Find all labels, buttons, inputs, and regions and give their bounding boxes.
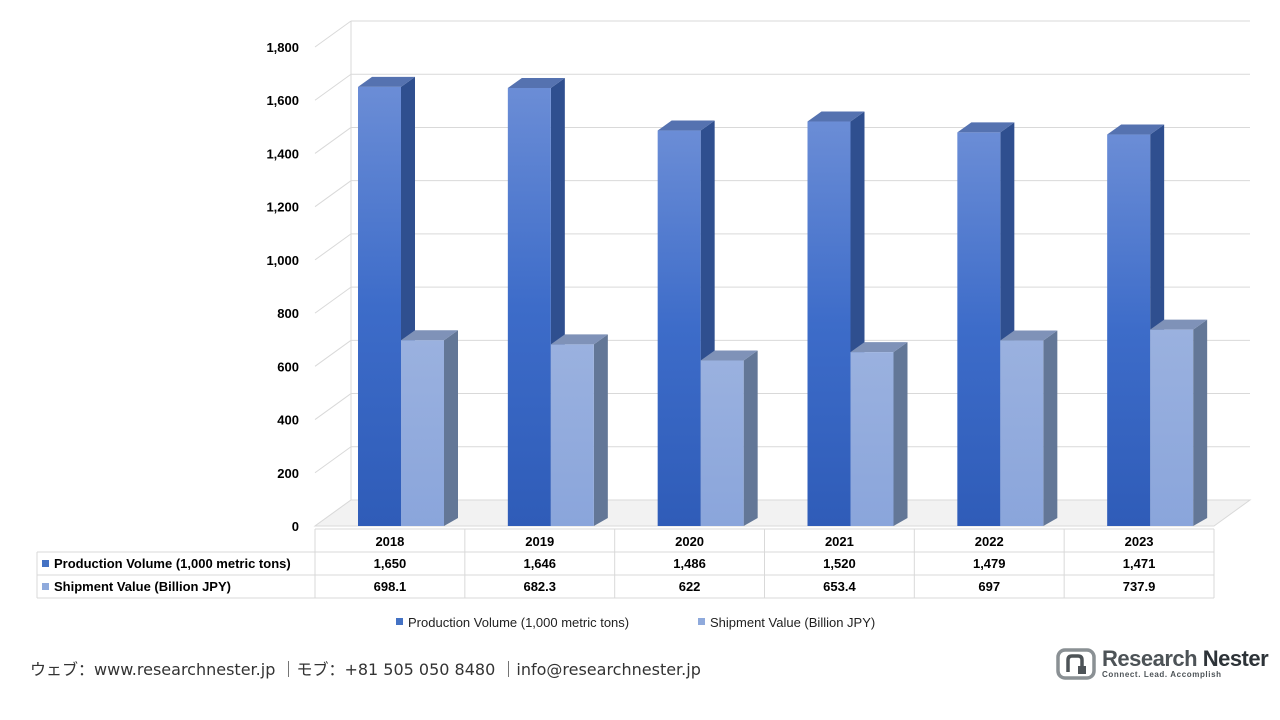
table-legend-key — [42, 583, 49, 590]
y-tick-label: 0 — [292, 519, 299, 534]
legend: Production Volume (1,000 metric tons) Shi… — [396, 615, 875, 630]
table-cell: 1,479 — [973, 556, 1006, 571]
footer-separator: ｜ — [500, 660, 517, 679]
gridline-side — [314, 446, 352, 474]
table-cell: 697 — [978, 579, 1000, 594]
table-cell: 737.9 — [1123, 579, 1156, 594]
legend-key — [698, 618, 705, 625]
y-tick-label: 1,200 — [266, 200, 299, 215]
bar-side — [1193, 319, 1208, 526]
gridline-side — [314, 73, 352, 101]
bar-top — [850, 342, 908, 353]
bar-side — [593, 334, 608, 526]
bar — [550, 344, 594, 526]
y-tick-label: 200 — [277, 466, 299, 481]
gridline-side — [314, 180, 352, 208]
data-table: 2018 2019 2020 2021 2022 2023 Production Volum… — [36, 528, 1215, 599]
legend-key — [396, 618, 403, 625]
bar — [957, 132, 1001, 526]
y-tick-label: 1,600 — [266, 93, 299, 108]
bar-top — [957, 122, 1015, 133]
table-cell: 1,520 — [823, 556, 856, 571]
gridline-side — [314, 286, 352, 314]
legend-label: Shipment Value (Billion JPY) — [710, 615, 875, 630]
table-cell: 1,486 — [673, 556, 706, 571]
footer-phone-label: ｜モブ： — [280, 660, 345, 679]
table-legend-key — [42, 560, 49, 567]
gridline-side — [314, 127, 352, 154]
bar — [700, 360, 744, 526]
table-row-label: Production Volume (1,000 metric tons) — [54, 556, 291, 571]
table-row-label: Shipment Value (Billion JPY) — [54, 579, 231, 594]
bar-top — [657, 120, 715, 131]
y-tick-label: 1,000 — [266, 253, 299, 268]
bar — [1000, 340, 1044, 526]
research-nester-logo: Research Nester Connect. Lead. Accomplis… — [1056, 646, 1269, 682]
y-tick-label: 400 — [277, 413, 299, 428]
bar-top — [507, 77, 565, 88]
table-cell: 653.4 — [823, 579, 856, 594]
footer-web-link[interactable]: www.researchnester.jp — [94, 660, 276, 679]
bar-top — [1107, 124, 1165, 135]
y-tick-label: 1,400 — [266, 146, 299, 161]
y-axis: 0 200 400 600 800 1,000 1,200 1,400 1,600 1,800 — [266, 40, 299, 534]
footer-email-link[interactable]: info@researchnester.jp — [516, 660, 701, 679]
footer-phone: +81 505 050 8480 — [344, 660, 496, 679]
bar — [358, 86, 401, 527]
bar — [1150, 329, 1194, 526]
y-tick-label: 800 — [277, 306, 299, 321]
table-cell: 1,646 — [523, 556, 556, 571]
y-tick-label: 1,800 — [266, 40, 299, 55]
table-header-year: 2019 — [525, 534, 554, 549]
logo-name-part1: Research — [1102, 646, 1198, 671]
logo-tagline: Connect. Lead. Accomplish — [1102, 670, 1222, 679]
table-cell: 698.1 — [374, 579, 407, 594]
table-header-year: 2023 — [1125, 534, 1154, 549]
gridline-side — [314, 233, 352, 261]
bar — [850, 352, 894, 526]
bar — [657, 130, 701, 526]
bar-top — [700, 350, 758, 361]
footer-contact: ウェブ：www.researchnester.jp ｜モブ：+81 505 05… — [30, 656, 701, 680]
bar-top — [1000, 330, 1058, 341]
bar-top — [550, 334, 608, 345]
table-cell: 1,650 — [374, 556, 407, 571]
bars — [358, 76, 1208, 527]
table-header-year: 2022 — [975, 534, 1004, 549]
footer-web-label: ウェブ： — [30, 660, 95, 679]
legend-label: Production Volume (1,000 metric tons) — [408, 615, 629, 630]
logo-mark-icon — [1056, 648, 1096, 680]
bar — [401, 340, 444, 526]
table-header-year: 2018 — [375, 534, 404, 549]
gridline-side — [314, 339, 352, 367]
bar-top — [1150, 319, 1208, 330]
bar — [807, 121, 851, 526]
logo-name: Research Nester — [1102, 646, 1269, 672]
bar-top — [401, 330, 458, 341]
bar-side — [893, 342, 908, 526]
table-header-year: 2020 — [675, 534, 704, 549]
bar-top — [807, 111, 865, 122]
table-header-year: 2021 — [825, 534, 854, 549]
bar — [507, 87, 551, 526]
bar-side — [444, 330, 458, 526]
bar-side — [1043, 330, 1058, 526]
table-cell: 1,471 — [1123, 556, 1156, 571]
gridline-side — [314, 393, 352, 420]
bar-side — [743, 350, 758, 526]
bar-top — [358, 76, 415, 87]
gridline-side — [314, 20, 352, 48]
table-cell: 622 — [679, 579, 701, 594]
bar — [1107, 134, 1151, 527]
logo-name-part2: Nester — [1202, 646, 1269, 671]
y-tick-label: 600 — [277, 359, 299, 374]
table-cell: 682.3 — [523, 579, 556, 594]
